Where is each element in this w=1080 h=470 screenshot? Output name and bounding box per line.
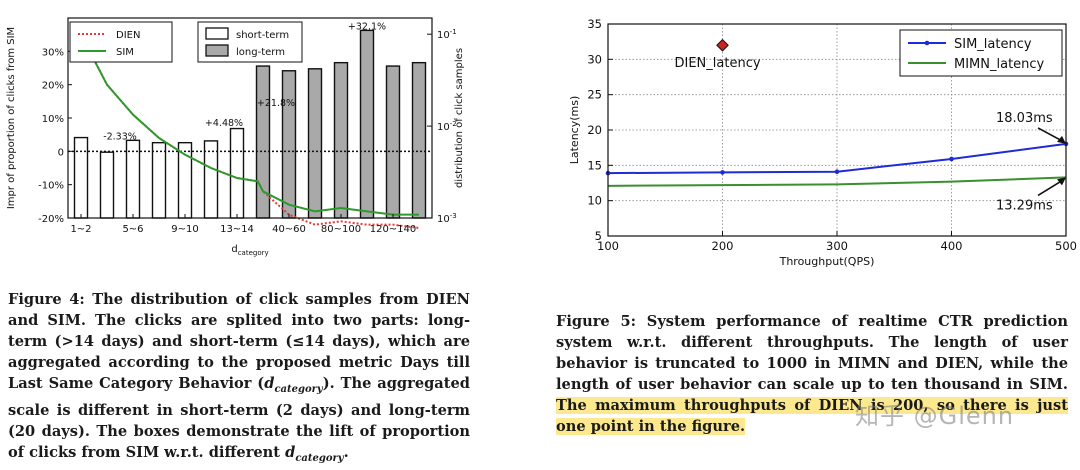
figure-4-chart: -20% -10% 0 10% 20% 30% 10-1 10-2 10-3 1~2 5~6 9~10… bbox=[6, 17, 465, 257]
left-tick-label: -10% bbox=[38, 181, 64, 192]
legend: SIM_latency MIMN_latency bbox=[899, 29, 1063, 77]
y-tick-label: 15 bbox=[587, 158, 602, 172]
legend-marker-sim bbox=[924, 40, 930, 46]
right-y-axis-label: distribution of click samples bbox=[454, 48, 465, 188]
legend-label-dien: DIEN bbox=[116, 30, 140, 41]
watermark: 知乎 @Glenn bbox=[855, 402, 1015, 430]
bar-long-term bbox=[385, 65, 401, 219]
x-tick-label: 400 bbox=[941, 239, 963, 253]
y-axis-label: Latency(ms) bbox=[568, 96, 581, 165]
caption-text: ). The aggregated scale is different in … bbox=[8, 375, 470, 461]
x-tick-label: 9~10 bbox=[171, 224, 198, 235]
annotation-mimn: 13.29ms bbox=[996, 198, 1053, 213]
bar-annotation: +32.1% bbox=[348, 21, 386, 32]
figure-5: DIEN_latency 100 200 300 400 500 5 10 15 20 25 30 35… bbox=[560, 0, 1080, 270]
point-sim-latency bbox=[720, 170, 725, 175]
y-tick-label: 5 bbox=[595, 229, 602, 243]
bar-long-term bbox=[307, 68, 323, 219]
left-tick-label: 0 bbox=[58, 147, 64, 158]
x-axis-label: dcategory bbox=[231, 244, 268, 257]
caption-math-sub: category bbox=[295, 452, 344, 464]
legend-box bbox=[899, 29, 1063, 77]
legend-label-long: long-term bbox=[236, 47, 285, 58]
x-tick-label: 13~14 bbox=[220, 224, 254, 235]
right-tick-label: 10-3 bbox=[437, 212, 457, 225]
x-tick-label: 120~140 bbox=[370, 224, 417, 235]
caption-text: Figure 5: System performance of realtime… bbox=[556, 313, 1068, 393]
bar-short-term bbox=[229, 127, 245, 219]
y-tick-label: 30 bbox=[587, 52, 602, 66]
legend-lines: DIEN SIM bbox=[69, 21, 173, 63]
bar-annotation: -2.33% bbox=[103, 131, 137, 142]
legend-label-sim: SIM_latency bbox=[954, 37, 1032, 52]
annotation-sim: 18.03ms bbox=[996, 111, 1053, 126]
bar-short-term bbox=[203, 140, 219, 219]
legend-bars: short-term long-term bbox=[197, 21, 303, 63]
figure-4-caption: Figure 4: The distribution of click samp… bbox=[8, 289, 470, 469]
legend-box bbox=[69, 21, 173, 63]
x-tick-label: 40~60 bbox=[272, 224, 306, 235]
left-tick-label: -20% bbox=[38, 214, 64, 225]
caption-text: . bbox=[343, 443, 349, 461]
figure-4: -20% -10% 0 10% 20% 30% 10-1 10-2 10-3 1~2 5~6 9~10… bbox=[0, 0, 470, 260]
y-tick-label: 25 bbox=[587, 88, 602, 102]
left-tick-label: 20% bbox=[42, 81, 64, 92]
legend-label-mimn: MIMN_latency bbox=[954, 57, 1045, 72]
right-tick-label: 10-1 bbox=[437, 28, 457, 41]
point-label-dien-latency: DIEN_latency bbox=[675, 56, 761, 71]
figure-5-caption: Figure 5: System performance of realtime… bbox=[556, 311, 1068, 437]
point-sim-latency bbox=[949, 156, 954, 162]
y-tick-label: 10 bbox=[587, 194, 602, 208]
point-dien-latency bbox=[716, 38, 729, 52]
annotation-arrowhead-mimn bbox=[1057, 177, 1066, 186]
bar-long-term bbox=[281, 70, 297, 219]
caption-math-d: d bbox=[285, 443, 296, 461]
left-tick-label: 30% bbox=[42, 47, 64, 58]
caption-text: Figure 4: The distribution of click samp… bbox=[8, 291, 470, 392]
x-tick-label: 80~100 bbox=[321, 224, 361, 235]
x-tick-label: 5~6 bbox=[122, 224, 143, 235]
bar-long-term bbox=[333, 61, 349, 219]
caption-math-sub: category bbox=[274, 383, 323, 395]
bar-annotation: +4.48% bbox=[205, 118, 243, 129]
bar-annotation: +21.8% bbox=[257, 98, 295, 109]
left-tick-label: 10% bbox=[42, 114, 64, 125]
bar-long-term bbox=[359, 29, 375, 219]
bar-short-term bbox=[151, 141, 167, 219]
bar-short-term bbox=[73, 136, 89, 219]
x-tick-label: 1~2 bbox=[70, 224, 91, 235]
legend-label-sim: SIM bbox=[116, 47, 134, 58]
legend-swatch-long bbox=[205, 44, 229, 57]
x-tick-label: 100 bbox=[597, 239, 619, 253]
line-SIM bbox=[80, 34, 419, 216]
legend-label-short: short-term bbox=[236, 30, 289, 41]
annotation-arrowhead-sim bbox=[1057, 135, 1066, 144]
x-axis-label: Throughput(QPS) bbox=[779, 255, 875, 268]
x-tick-label: 300 bbox=[826, 239, 848, 253]
caption-math-d: d bbox=[264, 375, 275, 392]
x-tick-label: 200 bbox=[712, 239, 734, 253]
bar-short-term bbox=[99, 151, 115, 219]
y-tick-label: 35 bbox=[587, 17, 602, 31]
line-MIMN_latency bbox=[607, 176, 1067, 187]
legend-swatch-short bbox=[205, 27, 229, 40]
right-tick-label: 10-2 bbox=[437, 120, 457, 133]
figure-5-chart: DIEN_latency 100 200 300 400 500 5 10 15 20 25 30 35… bbox=[568, 17, 1077, 268]
bar-long-term bbox=[411, 61, 427, 219]
y-tick-label: 20 bbox=[587, 123, 602, 137]
point-sim-latency bbox=[834, 169, 840, 174]
x-tick-label: 500 bbox=[1055, 239, 1077, 253]
left-y-axis-label: Impr of proportion of clicks from SIM bbox=[6, 27, 17, 209]
